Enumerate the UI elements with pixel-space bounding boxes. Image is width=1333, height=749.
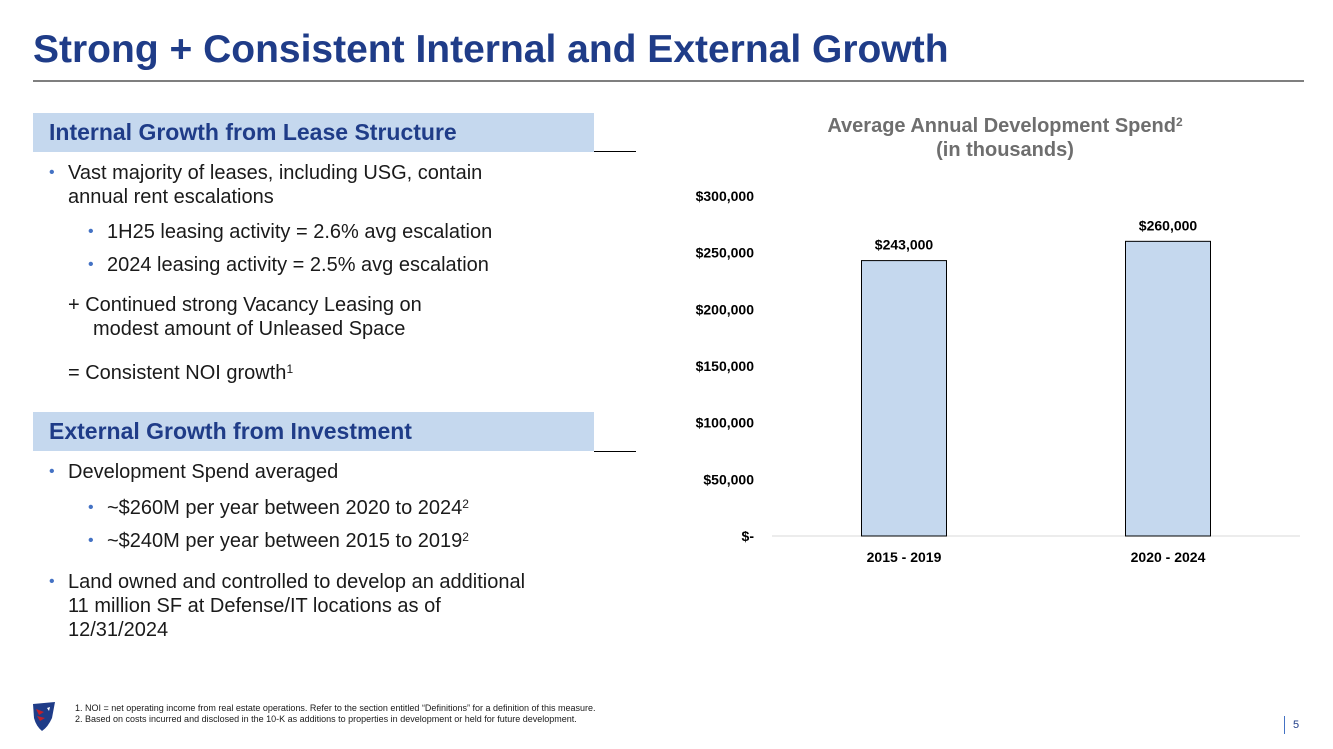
bullet-dot: • — [88, 499, 94, 516]
bullet-dot: • — [88, 532, 94, 549]
external-bullet-dev-spend: • Development Spend averaged — [49, 460, 338, 484]
y-tick-label: $150,000 — [696, 358, 755, 374]
internal-sub-2024: • 2024 leasing activity = 2.5% avg escal… — [88, 253, 489, 277]
bullet-dot: • — [88, 223, 94, 240]
bullet-line: ~$260M per year between 2020 to 2024 — [107, 497, 463, 519]
bullet-line: ~$240M per year between 2015 to 2019 — [107, 530, 463, 552]
internal-bullet-leases: • Vast majority of leases, including USG… — [49, 161, 482, 209]
x-tick-label: 2015 - 2019 — [867, 549, 942, 565]
chart-title-text: Average Annual Development Spend — [827, 115, 1176, 137]
page-number: 5 — [1293, 719, 1300, 731]
internal-header-rule — [594, 151, 636, 152]
bullet-dot: • — [49, 463, 55, 480]
slide-title: Strong + Consistent Internal and Externa… — [33, 28, 949, 71]
chart-title: Average Annual Development Spend2 (in th… — [740, 114, 1270, 162]
external-growth-header: External Growth from Investment — [33, 412, 594, 451]
bullet-line: 1H25 leasing activity = 2.6% avg escalat… — [107, 221, 493, 243]
bullet-dot: • — [49, 164, 55, 181]
data-label: $260,000 — [1139, 217, 1198, 233]
footnote-2: 2. Based on costs incurred and disclosed… — [75, 714, 577, 724]
footnote-ref: 1 — [286, 362, 294, 376]
y-tick-label: $100,000 — [696, 415, 755, 431]
bullet-line: 11 million SF at Defense/IT locations as… — [68, 595, 441, 617]
chart-subtitle: (in thousands) — [936, 139, 1074, 161]
bullet-line: annual rent escalations — [68, 186, 274, 208]
internal-plus-line: + Continued strong Vacancy Leasing on mo… — [68, 293, 422, 341]
company-logo-icon — [33, 702, 55, 731]
bar-2020-2024 — [1125, 240, 1211, 537]
bullet-line: Land owned and controlled to develop an … — [68, 571, 526, 593]
y-tick-label: $250,000 — [696, 245, 755, 261]
page-number-divider — [1284, 716, 1285, 734]
external-bullet-land: • Land owned and controlled to develop a… — [49, 570, 525, 642]
bullet-line: modest amount of Unleased Space — [93, 318, 406, 340]
footnotes: 1. NOI = net operating income from real … — [75, 703, 596, 725]
footnote-ref: 2 — [462, 497, 469, 511]
title-divider — [33, 80, 1304, 82]
external-sub-2015-2019: • ~$240M per year between 2015 to 20192 — [88, 529, 469, 553]
bullet-line: 2024 leasing activity = 2.5% avg escalat… — [107, 254, 489, 276]
bullet-line: Development Spend averaged — [68, 461, 339, 483]
data-label: $243,000 — [875, 237, 934, 253]
internal-growth-header: Internal Growth from Lease Structure — [33, 113, 594, 152]
external-header-rule — [594, 451, 636, 452]
bullet-line: = Consistent NOI growth — [68, 362, 287, 384]
internal-equals-line: = Consistent NOI growth1 — [68, 361, 293, 385]
y-tick-label: $50,000 — [703, 471, 754, 487]
y-tick-label: $200,000 — [696, 301, 755, 317]
development-spend-chart: $- $50,000 $100,000 $150,000 $200,000 $250,00… — [696, 188, 1300, 565]
bullet-line: 12/31/2024 — [68, 619, 169, 641]
bullet-line: + Continued strong Vacancy Leasing on — [68, 294, 422, 316]
external-sub-2020-2024: • ~$260M per year between 2020 to 20242 — [88, 496, 469, 520]
bar-2015-2019 — [861, 260, 947, 537]
footnote-ref: 2 — [462, 530, 469, 544]
bullet-dot: • — [88, 256, 94, 273]
y-tick-label: $- — [742, 528, 755, 544]
footnote-ref: 2 — [1175, 115, 1183, 129]
bullet-line: Vast majority of leases, including USG, … — [68, 162, 483, 184]
bullet-dot: • — [49, 573, 55, 590]
footnote-1: 1. NOI = net operating income from real … — [75, 703, 596, 713]
internal-sub-1h25: • 1H25 leasing activity = 2.6% avg escal… — [88, 220, 492, 244]
y-tick-label: $300,000 — [696, 188, 755, 204]
x-tick-label: 2020 - 2024 — [1131, 549, 1206, 565]
